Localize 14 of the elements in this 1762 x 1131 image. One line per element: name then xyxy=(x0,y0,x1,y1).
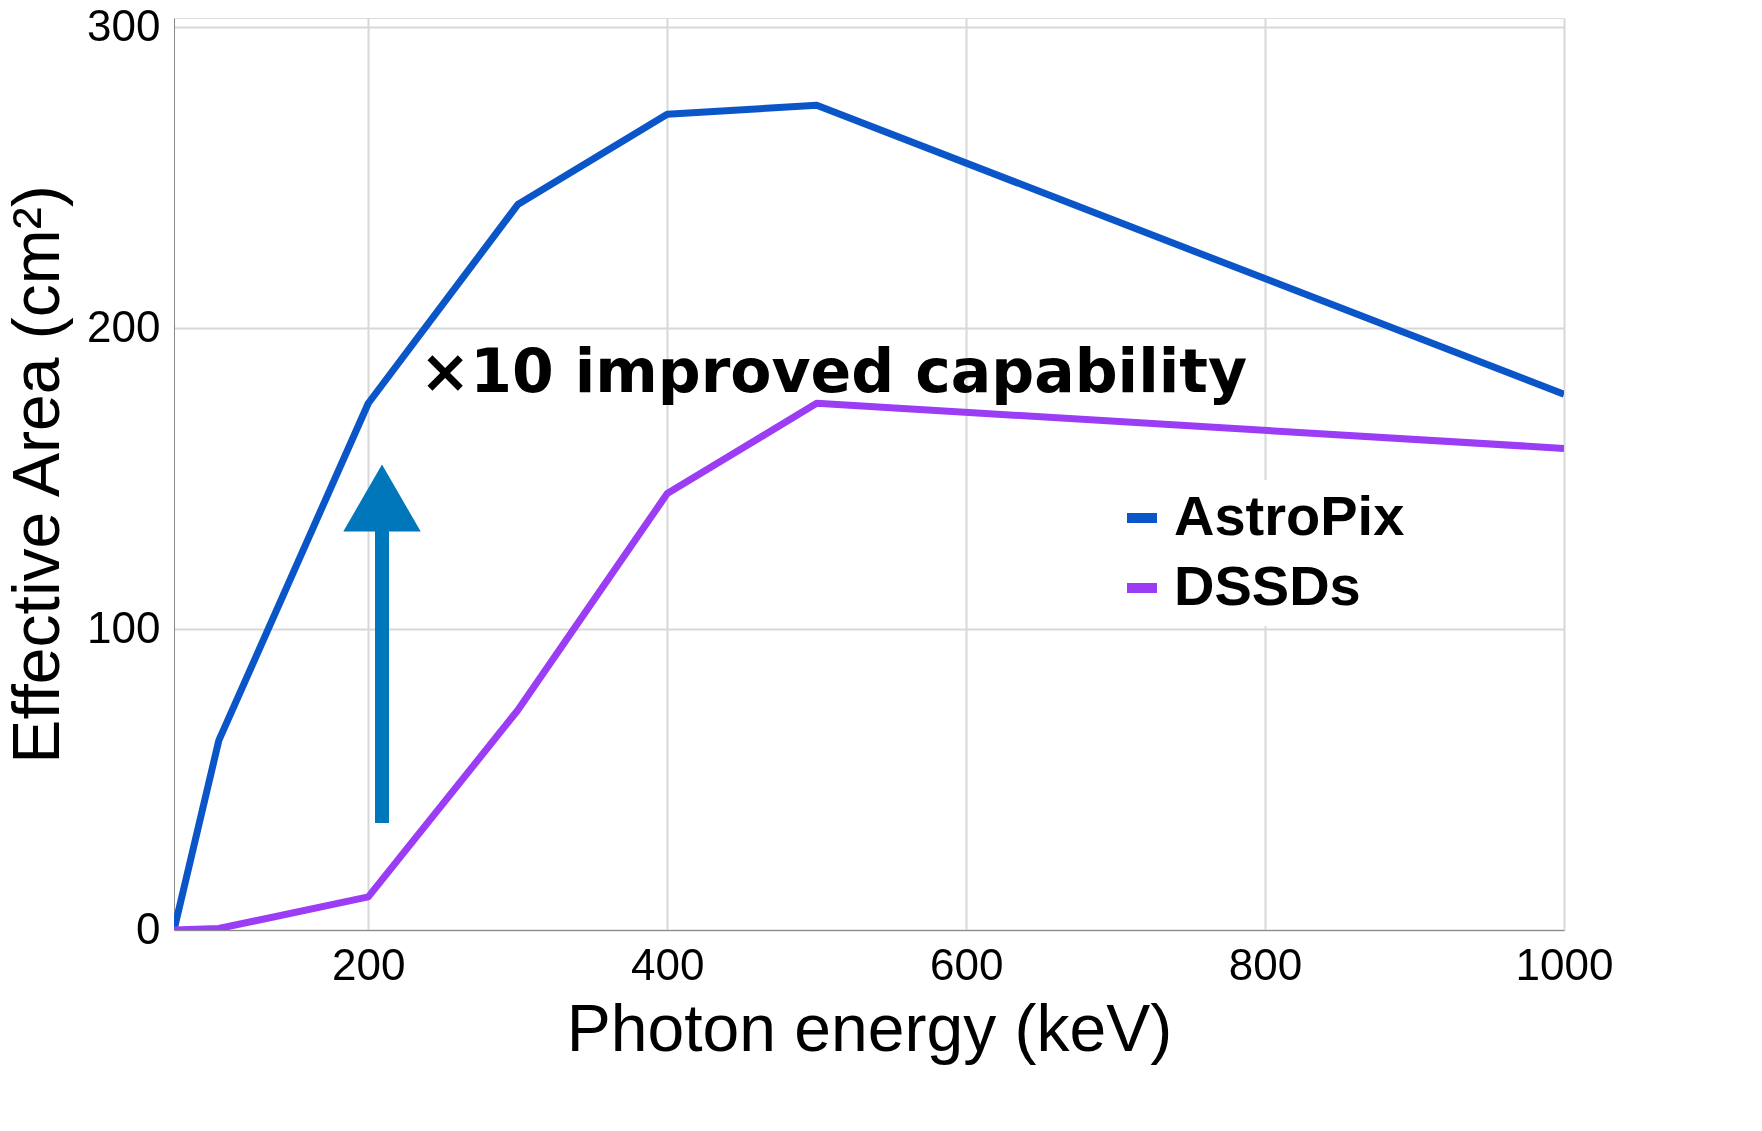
y-tick-label: 200 xyxy=(87,301,161,351)
x-tick-label: 1000 xyxy=(1515,939,1614,989)
y-tick-label: 0 xyxy=(136,903,161,953)
legend-label: AstroPix xyxy=(1174,484,1405,547)
y-axis-title: Effective Area (cm²) xyxy=(0,185,74,764)
x-tick-label: 400 xyxy=(631,939,705,989)
legend-label: DSSDs xyxy=(1174,554,1361,617)
x-tick-label: 600 xyxy=(929,939,1004,989)
y-tick-label: 300 xyxy=(87,0,161,50)
annotation: ×10 improved capability xyxy=(420,336,1248,406)
x-tick-label: 200 xyxy=(332,939,406,989)
x-tick-label: 800 xyxy=(1228,939,1303,989)
x-axis-title: Photon energy (keV) xyxy=(566,990,1173,1065)
y-tick-label: 100 xyxy=(87,602,161,652)
